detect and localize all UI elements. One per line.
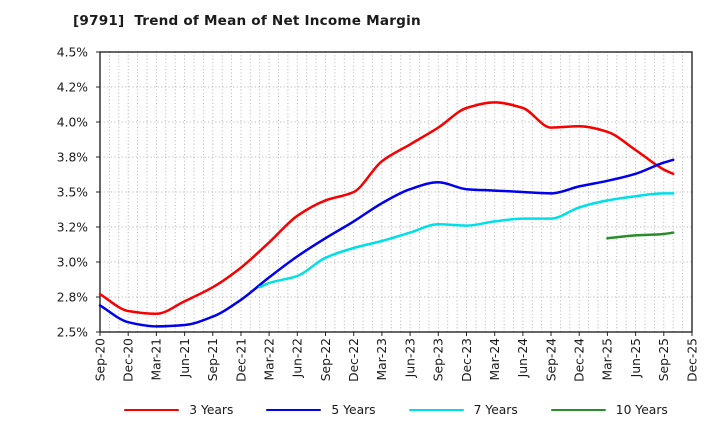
x-tick-label: Dec-20 <box>122 338 136 382</box>
y-tick-label: 3.2% <box>57 220 88 234</box>
x-tick-label: Sep-23 <box>432 338 446 381</box>
x-tick-label: Mar-21 <box>150 338 164 381</box>
x-tick-label: Dec-23 <box>460 338 474 382</box>
x-tick-label: Jun-21 <box>178 338 192 378</box>
x-tick-label: Sep-22 <box>319 338 333 381</box>
y-tick-label: 2.8% <box>57 290 88 304</box>
x-tick-label: Mar-22 <box>262 338 276 381</box>
series-line-3-years <box>98 101 675 316</box>
y-tick-label: 3.0% <box>57 255 88 269</box>
x-tick-label: Sep-21 <box>206 338 220 381</box>
legend-item-10-years: 10 Years <box>550 403 668 417</box>
legend: 3 Years 5 Years 7 Years 10 Years <box>100 403 692 417</box>
y-tick-label: 2.5% <box>57 325 88 339</box>
x-tick-label: Dec-24 <box>573 338 587 382</box>
y-tick-label: 3.8% <box>57 150 88 164</box>
x-tick-label: Dec-22 <box>347 338 361 382</box>
x-tick-label: Sep-20 <box>93 338 107 381</box>
axis-ticks <box>96 51 693 336</box>
legend-swatch-5-years <box>266 408 322 412</box>
y-tick-label: 3.5% <box>57 185 88 199</box>
y-tick-label: 4.0% <box>57 115 88 129</box>
x-tick-label: Mar-23 <box>375 338 389 381</box>
legend-item-3-years: 3 Years <box>124 403 233 417</box>
legend-item-5-years: 5 Years <box>266 403 376 417</box>
x-tick-label: Sep-24 <box>544 338 558 381</box>
x-tick-label: Jun-24 <box>516 338 530 378</box>
x-tick-label: Jun-22 <box>291 338 305 378</box>
chart-title: [9791] Trend of Mean of Net Income Margi… <box>73 13 421 29</box>
legend-label: 3 Years <box>189 403 234 417</box>
x-tick-label: Mar-25 <box>601 338 615 381</box>
legend-label: 7 Years <box>473 403 518 417</box>
series-line-7-years <box>258 192 675 289</box>
x-tick-label: Jun-23 <box>403 338 417 378</box>
plot-area: 4.5% 4.2% 4.0% 3.8% 3.5% 3.2% 3.0% 2.8% 2.5% Sep-… <box>57 45 700 382</box>
x-tick-label: Sep-25 <box>657 338 671 381</box>
horizontal-gridlines <box>100 86 692 298</box>
legend-swatch-10-years <box>550 408 606 412</box>
legend-label: 5 Years <box>331 403 376 417</box>
x-tick-label: Dec-21 <box>234 338 248 382</box>
legend-swatch-7-years <box>408 408 464 412</box>
x-tick-label: Dec-25 <box>685 338 699 382</box>
y-tick-label: 4.2% <box>57 80 88 94</box>
legend-swatch-3-years <box>124 408 180 412</box>
x-tick-labels: Sep-20 Dec-20 Mar-21 Jun-21 Sep-21 Dec-21 Mar-… <box>93 338 699 382</box>
legend-item-7-years: 7 Years <box>408 403 518 417</box>
x-tick-label: Mar-24 <box>488 338 502 381</box>
y-tick-label: 4.5% <box>57 45 88 59</box>
x-tick-label: Jun-25 <box>629 338 643 378</box>
series-line-10-years <box>606 231 675 240</box>
series-line-5-years <box>98 158 675 328</box>
y-tick-labels: 4.5% 4.2% 4.0% 3.8% 3.5% 3.2% 3.0% 2.8% 2.5% <box>57 45 88 339</box>
legend-label: 10 Years <box>615 403 668 417</box>
plot-border <box>99 51 693 333</box>
